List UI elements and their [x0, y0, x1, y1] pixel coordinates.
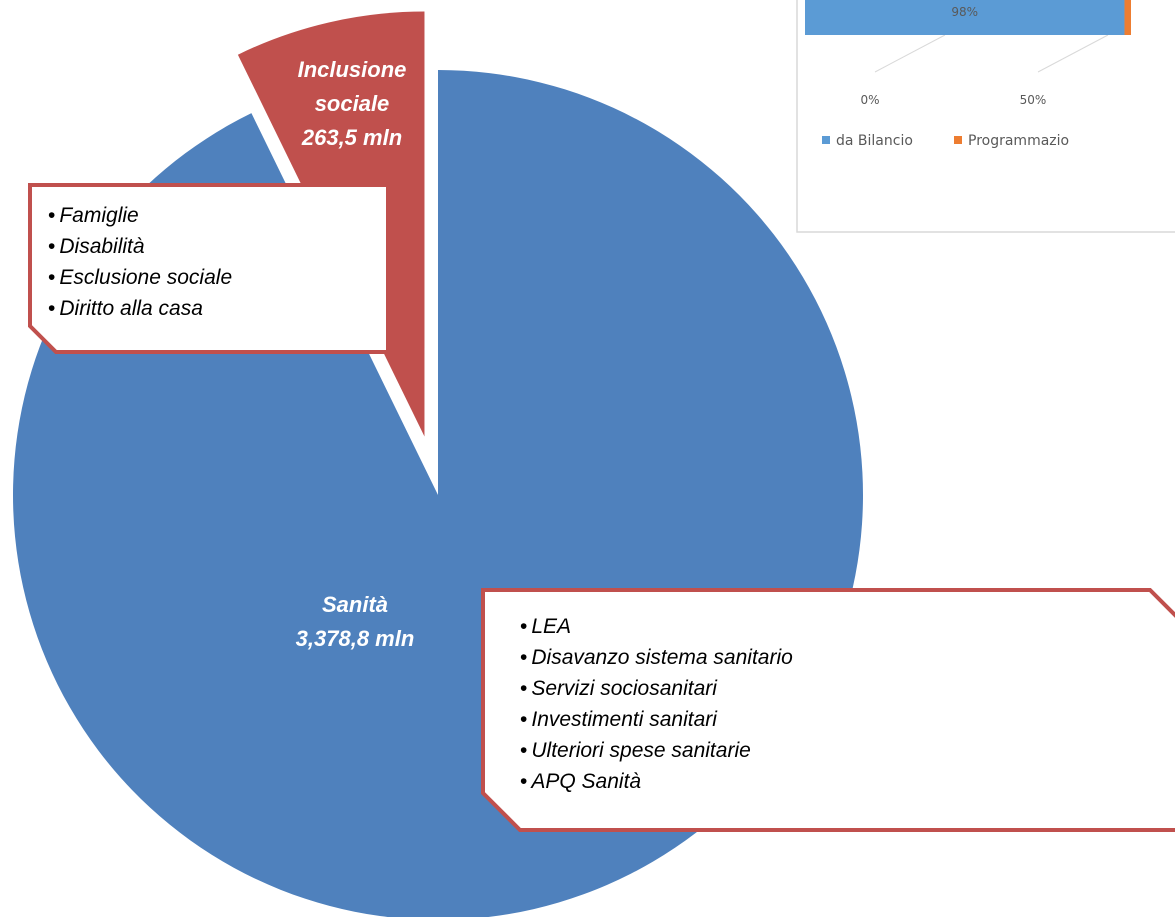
callout-list: FamiglieDisabilitàEsclusione socialeDiri… — [48, 200, 232, 324]
legend-swatch — [954, 136, 962, 144]
slice-category: Inclusione sociale — [297, 57, 407, 116]
grid-line — [874, 34, 946, 73]
legend-label: Programmazio — [968, 133, 1069, 149]
callout-item: Servizi sociosanitari — [520, 673, 793, 704]
callout-item: APQ Sanità — [520, 766, 793, 797]
x-tick-label: 50% — [1020, 93, 1047, 107]
callout-item: Ulteriori spese sanitarie — [520, 735, 793, 766]
slice-value: 3,378,8 mln — [295, 626, 415, 651]
callout-item: Esclusione sociale — [48, 262, 232, 293]
slice-label: Inclusione sociale 263,5 mln — [282, 53, 422, 155]
legend-label: da Bilancio — [836, 133, 913, 149]
callout-item: Disavanzo sistema sanitario — [520, 642, 792, 673]
bar-label: 98% — [951, 5, 978, 19]
callout-item: Disabilità — [48, 231, 232, 262]
x-tick-label: 0% — [860, 93, 879, 107]
callout-item: Famiglie — [48, 200, 232, 231]
bar — [805, 0, 1125, 35]
callout-item: LEA — [520, 611, 793, 642]
callout-item: Investimenti sanitari — [520, 704, 793, 735]
callout-list: LEADisavanzo sistema sanitarioServizi so… — [520, 611, 793, 797]
legend-swatch — [822, 136, 830, 144]
slice-label: Sanità 3,378,8 mln — [255, 588, 455, 656]
grid-line — [1037, 34, 1109, 73]
slice-category: Sanità — [321, 592, 389, 617]
bar — [1124, 0, 1131, 35]
callout-item: Diritto alla casa — [48, 293, 232, 324]
inset-frame — [796, 0, 1175, 233]
slice-value: 263,5 mln — [301, 125, 403, 150]
